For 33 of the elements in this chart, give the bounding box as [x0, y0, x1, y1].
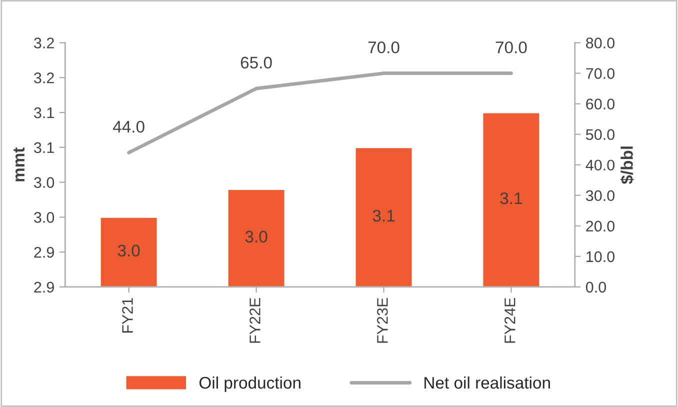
- y2-tick-label: 80.0: [586, 38, 614, 48]
- y-axis-title: mmt: [14, 147, 25, 182]
- data-label: 70.0: [496, 41, 527, 54]
- y-tick-label: 3.0: [34, 177, 54, 188]
- x-tick-label: FY24E: [504, 298, 516, 343]
- y2-tick-label: 0.0: [586, 282, 606, 293]
- y-tick-label: 3.1: [34, 142, 54, 154]
- x-tick-label: FY23E: [377, 298, 388, 343]
- data-label: 3.0: [118, 244, 140, 257]
- x-tick-label: FY21: [122, 298, 133, 333]
- y2-tick-label: 20.0: [586, 220, 614, 232]
- y-tick-label: 2.9: [34, 246, 54, 258]
- y2-axis-title: $/bbl: [620, 146, 634, 184]
- y-tick-label: 3.0: [34, 212, 54, 223]
- data-label: 44.0: [112, 120, 144, 133]
- x-tick-label: FY22E: [250, 298, 260, 343]
- y-tick-label: 3.1: [34, 107, 54, 118]
- data-label: 3.1: [372, 210, 395, 222]
- y2-tick-label: 60.0: [586, 98, 614, 110]
- data-label: 3.0: [245, 230, 268, 243]
- legend-label: Net oil realisation: [424, 376, 550, 389]
- data-label: 3.1: [500, 192, 522, 204]
- y2-tick-label: 50.0: [586, 129, 614, 140]
- y2-tick-label: 40.0: [586, 160, 614, 171]
- y2-tick-label: 70.0: [586, 68, 614, 79]
- data-label: 70.0: [368, 41, 400, 54]
- y-tick-label: 2.9: [34, 282, 54, 293]
- data-label: 65.0: [240, 56, 272, 69]
- y2-tick-label: 30.0: [586, 190, 614, 202]
- legend-label: Oil production: [199, 376, 300, 392]
- y2-tick-label: 10.0: [586, 251, 614, 262]
- y-tick-label: 3.2: [34, 38, 54, 48]
- y-tick-label: 3.2: [34, 72, 54, 84]
